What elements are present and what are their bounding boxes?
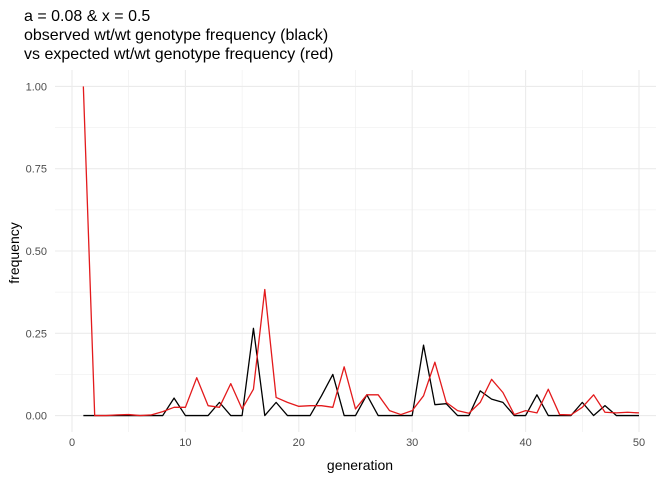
- x-tick-label: 10: [179, 437, 191, 449]
- chart-title-line-1: a = 0.08 & x = 0.5: [24, 8, 150, 25]
- chart-title-block: a = 0.08 & x = 0.5 observed wt/wt genoty…: [24, 8, 334, 63]
- y-tick-label: 0.50: [26, 246, 47, 258]
- x-tick-label: 30: [406, 437, 418, 449]
- chart-title-line-3: vs expected wt/wt genotype frequency (re…: [24, 46, 334, 63]
- x-tick-label: 0: [69, 437, 75, 449]
- x-axis-tick-labels: 0 10 20 30 40 50: [69, 437, 645, 449]
- x-tick-label: 40: [519, 437, 531, 449]
- expected-series-line: [82, 86, 640, 417]
- y-tick-label: 0.00: [26, 411, 47, 423]
- gridlines: [55, 70, 656, 432]
- y-tick-label: 0.25: [26, 328, 47, 340]
- y-axis-tick-labels: 0.00 0.25 0.50 0.75 1.00: [26, 81, 47, 422]
- x-tick-label: 50: [633, 437, 645, 449]
- series-lines: [82, 86, 640, 417]
- chart-title-line-2: observed wt/wt genotype frequency (black…: [24, 27, 328, 44]
- y-tick-label: 1.00: [26, 81, 47, 93]
- observed-series-line: [83, 327, 639, 417]
- y-axis-title: frequency: [6, 222, 22, 283]
- x-tick-label: 20: [293, 437, 305, 449]
- y-tick-label: 0.75: [26, 164, 47, 176]
- x-axis-title: generation: [327, 457, 393, 473]
